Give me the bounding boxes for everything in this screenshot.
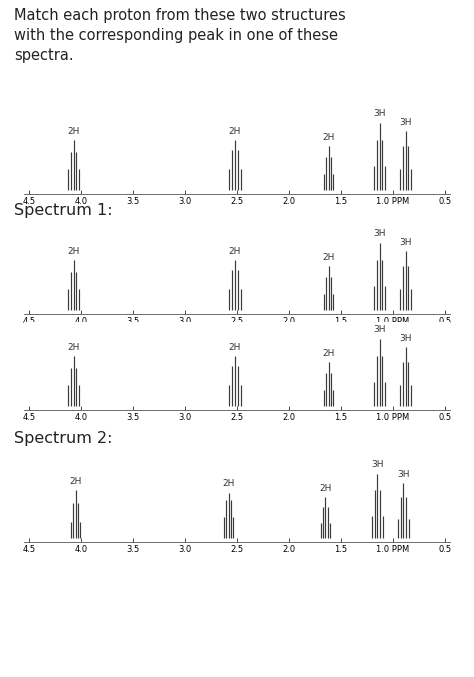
Text: 3H: 3H xyxy=(399,118,412,127)
Text: 2H: 2H xyxy=(222,479,235,488)
Text: 2H: 2H xyxy=(322,253,335,261)
Text: 2H: 2H xyxy=(319,483,332,493)
Text: 2H: 2H xyxy=(322,349,335,357)
Text: 2H: 2H xyxy=(70,477,82,486)
Text: 2H: 2H xyxy=(229,247,241,256)
Text: 3H: 3H xyxy=(371,460,384,469)
Text: 2H: 2H xyxy=(67,343,80,352)
Text: 2H: 2H xyxy=(322,133,335,141)
Text: 2H: 2H xyxy=(67,127,80,136)
Text: 2H: 2H xyxy=(67,247,80,256)
Text: 2H: 2H xyxy=(229,343,241,352)
Text: 3H: 3H xyxy=(399,238,412,247)
Text: 3H: 3H xyxy=(399,334,412,343)
Text: Spectrum 1:: Spectrum 1: xyxy=(14,204,113,219)
Text: Match each proton from these two structures
with the corresponding peak in one o: Match each proton from these two structu… xyxy=(14,8,346,62)
Text: Spectrum 2:: Spectrum 2: xyxy=(14,431,113,447)
Text: 2H: 2H xyxy=(229,127,241,136)
Text: 3H: 3H xyxy=(374,230,386,238)
Text: 3H: 3H xyxy=(397,470,410,479)
Text: 3H: 3H xyxy=(374,110,386,118)
Text: 3H: 3H xyxy=(374,326,386,334)
